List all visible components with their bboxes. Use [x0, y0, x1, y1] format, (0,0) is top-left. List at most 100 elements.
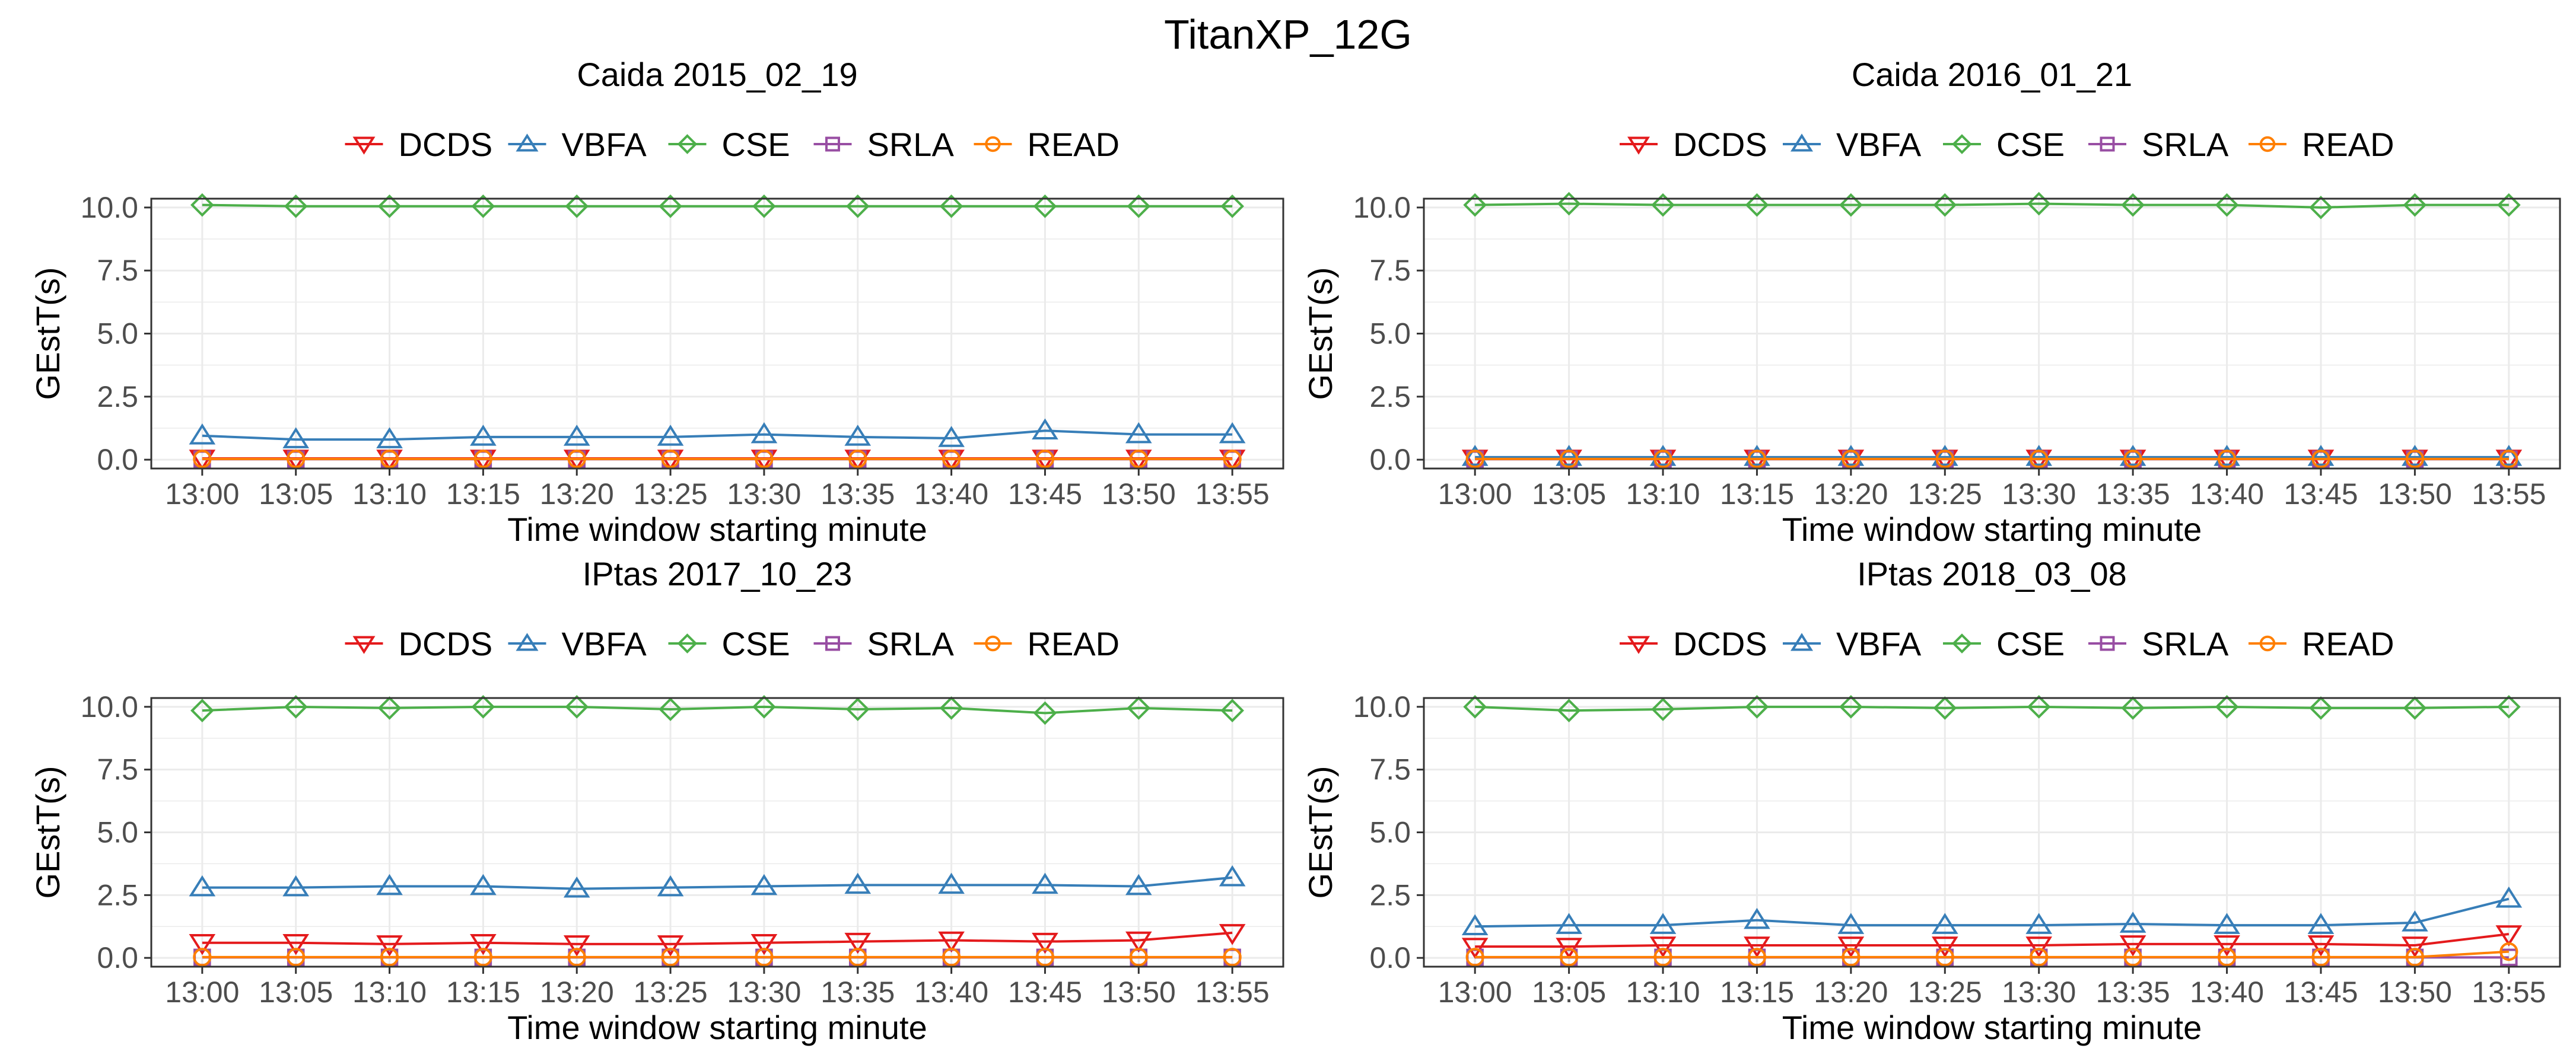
- legend-marker: [2100, 136, 2115, 152]
- y-tick-label: 5.0: [1369, 317, 1411, 350]
- legend-label: DCDS: [399, 126, 493, 163]
- data-point: [1033, 194, 1057, 218]
- data-point: [1557, 192, 1581, 216]
- data-point: [2214, 445, 2240, 466]
- data-point: [1035, 948, 1055, 967]
- x-tick-label: 13:00: [165, 477, 239, 511]
- data-point: [1125, 422, 1152, 444]
- data-point: [1651, 697, 1675, 721]
- x-tick-label: 13:40: [2190, 477, 2264, 511]
- legend-label: DCDS: [399, 625, 493, 662]
- data-point: [1744, 907, 1770, 929]
- gridlines: [151, 698, 1283, 967]
- data-point: [848, 948, 867, 967]
- data-point: [1219, 422, 1246, 444]
- data-point: [2217, 450, 2237, 469]
- legend-label: DCDS: [1673, 126, 1767, 163]
- data-point: [1223, 948, 1242, 967]
- panel-title: IPtas 2018_03_08: [1857, 555, 2127, 592]
- data-point: [2402, 936, 2428, 958]
- legend-label: READ: [1028, 126, 1120, 163]
- y-tick-label: 0.0: [1369, 443, 1411, 476]
- series-line: [1475, 202, 2509, 209]
- data-point: [471, 694, 495, 719]
- data-point: [661, 450, 680, 469]
- data-point: [287, 450, 306, 469]
- x-tick-label: 13:50: [2378, 976, 2452, 1009]
- data-point: [1837, 936, 1865, 958]
- data-point: [2402, 910, 2428, 932]
- legend-item: CSE: [1943, 126, 2065, 163]
- data-point: [473, 450, 492, 469]
- y-axis-title: GEstT(s): [1302, 267, 1339, 400]
- x-tick-label: 13:40: [914, 477, 988, 511]
- data-point: [1461, 938, 1489, 959]
- legend-item: READ: [2249, 126, 2394, 163]
- legend-label: SRLA: [867, 126, 955, 163]
- data-point: [657, 935, 684, 957]
- legend-item: VBFA: [508, 126, 647, 163]
- legend-item: READ: [974, 625, 1120, 662]
- legend-marker: [985, 635, 1001, 652]
- legend-label: SRLA: [867, 625, 955, 662]
- panels: Caida 2015_02_19 DCDS VBFA CSE SRLA READ 0.0 2.…: [29, 56, 2561, 1046]
- data-point: [1032, 418, 1058, 439]
- data-point: [1935, 450, 1954, 469]
- series-line: [1475, 950, 2509, 958]
- data-point: [565, 194, 589, 218]
- legend-marker: [1627, 636, 1650, 654]
- data-point: [380, 450, 399, 469]
- data-point: [2027, 694, 2051, 719]
- legend-marker: [352, 136, 376, 155]
- data-point: [1461, 914, 1489, 936]
- data-point: [845, 194, 870, 218]
- gridlines: [1424, 199, 2560, 469]
- x-tick-label: 13:55: [2472, 477, 2546, 511]
- y-tick-label: 10.0: [1353, 191, 1411, 224]
- legend-label: CSE: [1996, 126, 2065, 163]
- data-point: [845, 697, 870, 721]
- data-point: [752, 694, 776, 719]
- y-tick-label: 10.0: [81, 191, 138, 224]
- series-line: [202, 429, 1233, 441]
- data-point: [2119, 445, 2146, 466]
- legend-label: VBFA: [562, 625, 647, 662]
- data-point: [939, 696, 963, 720]
- data-point: [1032, 932, 1058, 954]
- data-point: [287, 948, 306, 967]
- series-dcds: [189, 924, 1246, 957]
- data-point: [189, 423, 216, 445]
- x-tick-label: 13:05: [259, 477, 333, 511]
- data-point: [2030, 948, 2049, 967]
- x-tick-label: 13:50: [2378, 477, 2452, 511]
- data-point: [190, 193, 214, 217]
- series-line: [202, 203, 1233, 208]
- data-point: [750, 422, 778, 444]
- x-tick-label: 13:45: [2284, 976, 2358, 1009]
- x-tick-label: 13:00: [165, 976, 239, 1009]
- y-tick-label: 5.0: [97, 317, 138, 350]
- data-point: [190, 699, 214, 722]
- data-point: [470, 874, 497, 896]
- legend-marker: [677, 633, 698, 654]
- x-tick-label: 13:10: [352, 477, 427, 511]
- data-point: [376, 874, 403, 896]
- y-tick-label: 0.0: [97, 443, 138, 476]
- legend-marker: [677, 134, 698, 154]
- legend-item: CSE: [1943, 625, 2065, 662]
- data-point: [1744, 445, 1770, 466]
- data-point: [1129, 948, 1148, 967]
- data-point: [1933, 696, 1957, 720]
- data-point: [848, 450, 867, 469]
- data-point: [2214, 913, 2240, 934]
- data-point: [1461, 445, 1489, 466]
- data-point: [2025, 913, 2053, 934]
- data-point: [1465, 948, 1484, 967]
- legend-marker: [1627, 136, 1650, 155]
- data-point: [471, 194, 495, 218]
- chart-panel: Caida 2015_02_19 DCDS VBFA CSE SRLA READ 0.0 2.…: [29, 56, 1284, 548]
- data-point: [1747, 450, 1767, 469]
- data-point: [2030, 450, 2049, 469]
- data-point: [377, 696, 402, 720]
- data-point: [657, 425, 684, 446]
